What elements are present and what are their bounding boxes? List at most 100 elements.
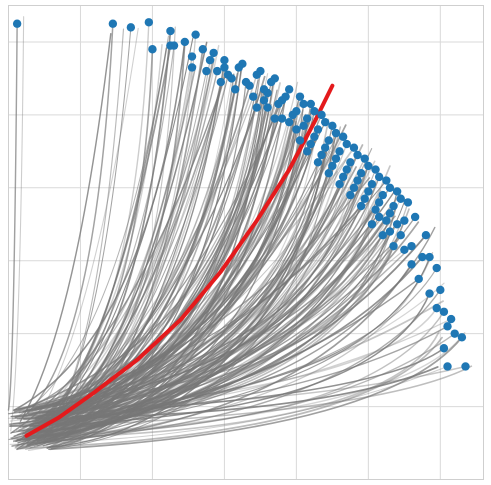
trajectory-line xyxy=(49,336,463,451)
endpoint-marker xyxy=(346,190,355,200)
trajectory-line xyxy=(21,22,114,419)
trajectory-line xyxy=(44,67,242,443)
endpoint-marker xyxy=(396,194,405,203)
endpoint-marker xyxy=(299,121,308,131)
endpoint-marker xyxy=(436,285,445,295)
trajectory-line xyxy=(50,146,306,415)
trajectory-line xyxy=(10,16,25,432)
endpoint-marker xyxy=(349,183,359,193)
endpoint-marker xyxy=(356,169,366,178)
endpoint-marker xyxy=(353,150,362,160)
endpoint-marker xyxy=(432,263,441,273)
endpoint-marker xyxy=(266,77,276,87)
endpoint-marker xyxy=(353,176,362,185)
endpoint-marker xyxy=(198,45,208,54)
endpoint-marker xyxy=(364,161,373,171)
trajectory-line xyxy=(43,103,273,431)
endpoint-marker xyxy=(378,190,387,200)
endpoint-marker xyxy=(313,158,323,167)
endpoint-marker xyxy=(392,220,402,229)
trajectory-line xyxy=(13,90,263,413)
endpoint-marker xyxy=(410,212,420,222)
endpoint-marker xyxy=(292,125,301,134)
endpoint-marker xyxy=(374,172,384,182)
endpoint-marker xyxy=(313,125,323,134)
endpoint-marker xyxy=(284,85,294,94)
trajectory-line xyxy=(25,44,220,418)
endpoint-marker xyxy=(148,45,157,54)
trajectory-line xyxy=(36,331,466,437)
endpoint-marker xyxy=(338,172,348,182)
trajectory-line xyxy=(9,292,431,427)
endpoint-marker xyxy=(263,103,272,112)
endpoint-marker xyxy=(335,147,344,156)
endpoint-marker xyxy=(389,201,398,211)
endpoint-marker xyxy=(281,92,290,101)
endpoint-marker xyxy=(252,70,261,79)
endpoint-marker xyxy=(187,63,197,72)
endpoint-marker xyxy=(439,307,449,316)
endpoint-marker xyxy=(209,48,218,58)
trajectory-line xyxy=(26,99,265,446)
endpoint-marker xyxy=(342,165,351,174)
trajectory-line xyxy=(13,64,229,437)
endpoint-marker xyxy=(166,26,175,36)
endpoint-marker xyxy=(378,231,387,240)
trajectory-line xyxy=(39,226,436,437)
endpoint-marker xyxy=(108,19,118,28)
trajectory-line xyxy=(22,126,342,443)
trajectory-line xyxy=(23,332,456,438)
endpoint-marker xyxy=(126,23,136,32)
endpoint-marker xyxy=(284,117,294,127)
trajectory-line xyxy=(35,102,282,425)
trajectory-line xyxy=(14,55,193,411)
trajectory-line xyxy=(11,58,215,415)
endpoint-marker xyxy=(187,52,197,61)
endpoint-marker xyxy=(371,205,380,214)
endpoint-marker xyxy=(270,114,279,123)
trajectory-line xyxy=(20,155,357,432)
endpoint-marker xyxy=(342,139,351,149)
endpoint-marker xyxy=(338,132,348,141)
trajectory-line xyxy=(16,140,328,446)
endpoint-marker xyxy=(223,70,233,79)
endpoint-marker xyxy=(202,66,211,76)
endpoint-marker xyxy=(461,362,470,371)
endpoint-marker xyxy=(382,216,391,225)
endpoint-marker xyxy=(328,121,337,131)
endpoint-marker xyxy=(385,227,395,236)
trajectory-line xyxy=(50,166,357,443)
endpoint-marker xyxy=(367,179,377,189)
endpoint-markers xyxy=(12,18,470,371)
trajectory-line xyxy=(24,89,278,442)
endpoint-marker xyxy=(349,143,359,152)
endpoint-marker xyxy=(371,165,380,174)
endpoint-marker xyxy=(418,252,427,262)
endpoint-marker xyxy=(443,362,452,371)
endpoint-marker xyxy=(288,110,297,120)
endpoint-marker xyxy=(407,241,416,251)
trajectory-line xyxy=(9,210,372,427)
trajectory-line xyxy=(21,245,413,439)
endpoint-marker xyxy=(295,92,305,101)
endpoint-marker xyxy=(259,85,269,94)
trajectory-line xyxy=(47,160,376,434)
endpoint-marker xyxy=(360,194,369,203)
endpoint-marker xyxy=(205,55,215,65)
endpoint-marker xyxy=(180,37,190,47)
endpoint-marker xyxy=(392,187,402,196)
trajectory-line xyxy=(43,186,352,432)
trajectory-line xyxy=(20,117,280,448)
endpoint-marker xyxy=(306,139,315,149)
trajectory-line xyxy=(17,120,297,444)
endpoint-marker xyxy=(346,158,355,167)
endpoint-marker xyxy=(364,187,373,196)
trajectory-line xyxy=(12,104,300,420)
endpoint-marker xyxy=(457,333,467,342)
endpoint-marker xyxy=(302,114,312,123)
endpoint-marker xyxy=(331,154,341,163)
trajectory-line xyxy=(15,90,262,443)
endpoint-marker xyxy=(220,55,229,65)
endpoint-marker xyxy=(302,147,312,156)
